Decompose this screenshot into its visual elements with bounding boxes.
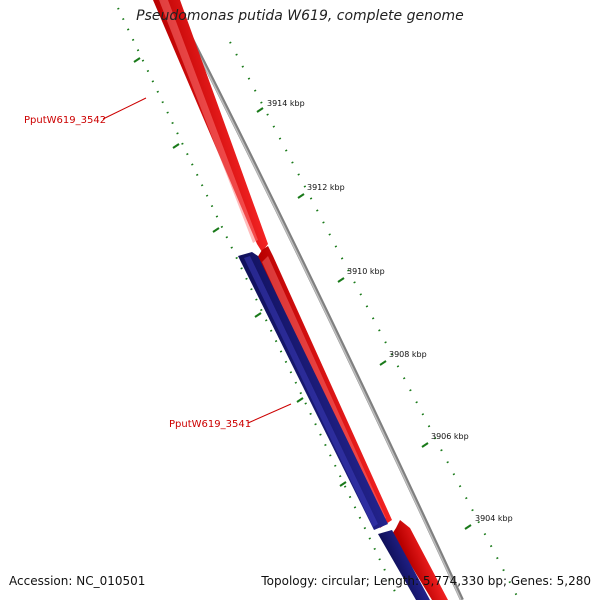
outer-major-ticks <box>256 107 472 530</box>
gene-label-3541[interactable]: PputW619_3541 <box>169 419 251 430</box>
kbp-label-3912: 3912 kbp <box>307 183 345 192</box>
genome-summary-text: Topology: circular; Length: 5,774,330 bp… <box>261 574 591 588</box>
label-leader-3542 <box>102 97 147 120</box>
kbp-label-3908: 3908 kbp <box>389 350 427 359</box>
inner-tick-track <box>117 7 399 599</box>
inner-major-ticks <box>133 57 347 487</box>
gene-reverse-lower[interactable] <box>378 530 430 600</box>
gene-forward-lower[interactable] <box>257 246 392 528</box>
accession-text: Accession: NC_010501 <box>9 574 146 588</box>
label-leader-3541 <box>247 403 292 424</box>
gene-label-3542[interactable]: PputW619_3542 <box>24 115 106 126</box>
kbp-label-3914: 3914 kbp <box>267 99 305 108</box>
kbp-label-3906: 3906 kbp <box>431 432 469 441</box>
kbp-label-3910: 3910 kbp <box>347 267 385 276</box>
genome-backbone <box>170 0 464 600</box>
gene-forward-arrow[interactable] <box>392 520 448 600</box>
kbp-label-3904: 3904 kbp <box>475 514 513 523</box>
map-title: Pseudomonas putida W619, complete genome <box>136 8 464 24</box>
